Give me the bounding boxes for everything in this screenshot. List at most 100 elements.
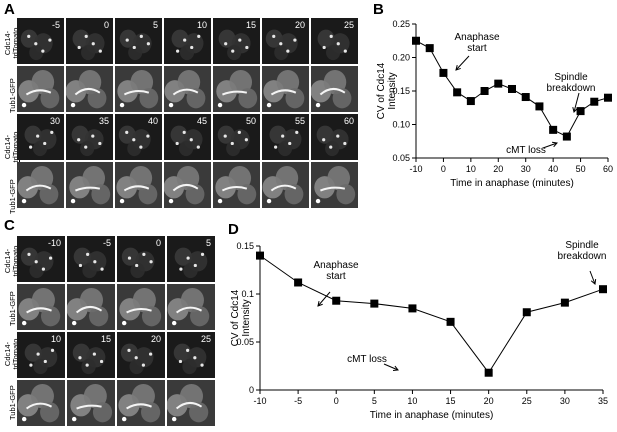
spindle-pole: [122, 416, 127, 422]
y-tick-label: 0.20: [392, 53, 410, 63]
cdc14-spot: [29, 145, 33, 149]
y-axis-label-line1: CV of Cdc14: [376, 62, 387, 119]
cell-blob: [82, 165, 106, 191]
spindle: [176, 306, 203, 314]
spindle: [25, 89, 52, 96]
cell-blob: [119, 29, 137, 48]
row-label-c-tub1-text: Tub1-GFP: [8, 291, 17, 326]
micrograph-tile: [117, 380, 165, 426]
cdc14-spot: [223, 134, 227, 138]
cell-blob: [30, 165, 54, 191]
x-tick-label: 10: [466, 164, 476, 174]
time-label: -5: [102, 238, 111, 248]
micrograph-tile: [66, 162, 113, 208]
cdc14-spot: [322, 45, 326, 50]
cdc14-image: [119, 29, 152, 61]
cell-blob: [323, 69, 347, 95]
tubulin-image: [67, 287, 109, 327]
x-tick-label: 5: [372, 396, 377, 406]
cell-blob: [29, 262, 44, 279]
cdc14-image: [20, 247, 54, 279]
spindle-pole: [122, 320, 127, 326]
data-point: [480, 87, 489, 95]
cell-blob: [121, 247, 140, 266]
annotation-anaphase_l1: Anaphase: [313, 260, 358, 271]
annotation-spindle_l2: breakdown: [547, 83, 596, 94]
cdc14-spot: [41, 49, 45, 53]
cdc14-spot: [183, 38, 187, 42]
x-tick-label: 40: [548, 164, 558, 174]
cdc14-spot: [100, 267, 104, 271]
cell-blob: [92, 402, 113, 423]
cell-blob: [179, 383, 203, 409]
micrograph-tile: 5: [167, 236, 215, 282]
micrograph-tile: [213, 66, 260, 112]
cell-blob: [31, 69, 55, 95]
micrograph-tile: [115, 162, 162, 208]
cell-blob: [72, 343, 91, 362]
cell-blob: [141, 402, 161, 423]
micrograph-tile: 10: [17, 332, 65, 378]
cdc14-image: [218, 29, 251, 61]
time-label: 20: [150, 334, 161, 344]
data-point: [562, 132, 571, 141]
cdc14-spot: [178, 359, 183, 364]
data-point: [549, 125, 558, 134]
cell-blob: [332, 88, 352, 109]
spindle: [75, 306, 103, 314]
cell-blob: [20, 247, 39, 266]
cdc14-image: [72, 343, 106, 375]
cdc14-image: [173, 343, 207, 375]
x-tick-label: 25: [522, 396, 532, 406]
annotation-spindle_l1: Spindle: [565, 240, 599, 251]
cell-blob: [173, 343, 191, 362]
spindle-pole: [266, 102, 272, 108]
spindle-pole: [22, 320, 27, 326]
cdc14-spot: [146, 42, 150, 46]
cdc14-spot: [288, 141, 292, 146]
cdc14-spot: [91, 134, 95, 138]
time-label: 40: [147, 116, 158, 126]
cell-blob: [131, 383, 155, 409]
cdc14-spot: [336, 134, 340, 138]
cdc14-spot: [50, 348, 55, 352]
spindle-pole: [168, 198, 174, 204]
micrograph-tile: [115, 66, 162, 112]
spindle: [172, 88, 199, 96]
cell-blob: [186, 88, 206, 109]
panel-letter-c: C: [4, 217, 15, 234]
cdc14-spot: [329, 34, 333, 38]
x-tick-label: 30: [521, 164, 531, 174]
chart-b: -10 0 10 20 30 40 50 60 0.05 0.10 0.15 0.20 0.25 Time…: [376, 19, 613, 189]
cell-blob: [185, 184, 205, 205]
cell-blob: [265, 29, 283, 48]
cell-blob: [71, 125, 89, 144]
y-tick-label: 0.10: [392, 120, 410, 130]
x-tick-label: -5: [294, 396, 302, 406]
micrograph-tile: 5: [115, 18, 162, 64]
annotation-anaphase_l2: start: [326, 271, 346, 282]
tubulin-image: [216, 69, 258, 109]
micrograph-tile: [67, 284, 115, 330]
cdc14-spot: [139, 145, 143, 149]
annotation-arrow: [455, 55, 470, 71]
cdc14-spot: [50, 130, 54, 134]
cdc14-spot: [91, 42, 95, 46]
spindle-pole: [217, 198, 223, 204]
cell-blob: [41, 306, 61, 327]
micrograph-tile: 15: [67, 332, 115, 378]
annotation-arrow: [573, 92, 580, 113]
cdc14-spot: [48, 38, 52, 42]
tubulin-image: [117, 69, 159, 109]
cell-blob: [190, 306, 210, 327]
cdc14-spot: [196, 145, 200, 149]
x-tick-label: 0: [441, 164, 446, 174]
spindle: [126, 403, 152, 410]
micrograph-tile: 20: [262, 18, 309, 64]
cdc14-image: [317, 29, 350, 61]
time-label: 60: [343, 116, 354, 126]
tubulin-image: [118, 383, 161, 423]
data-point: [535, 102, 544, 111]
cell-blob: [87, 88, 107, 109]
y-tick-label: 0.25: [392, 19, 410, 29]
